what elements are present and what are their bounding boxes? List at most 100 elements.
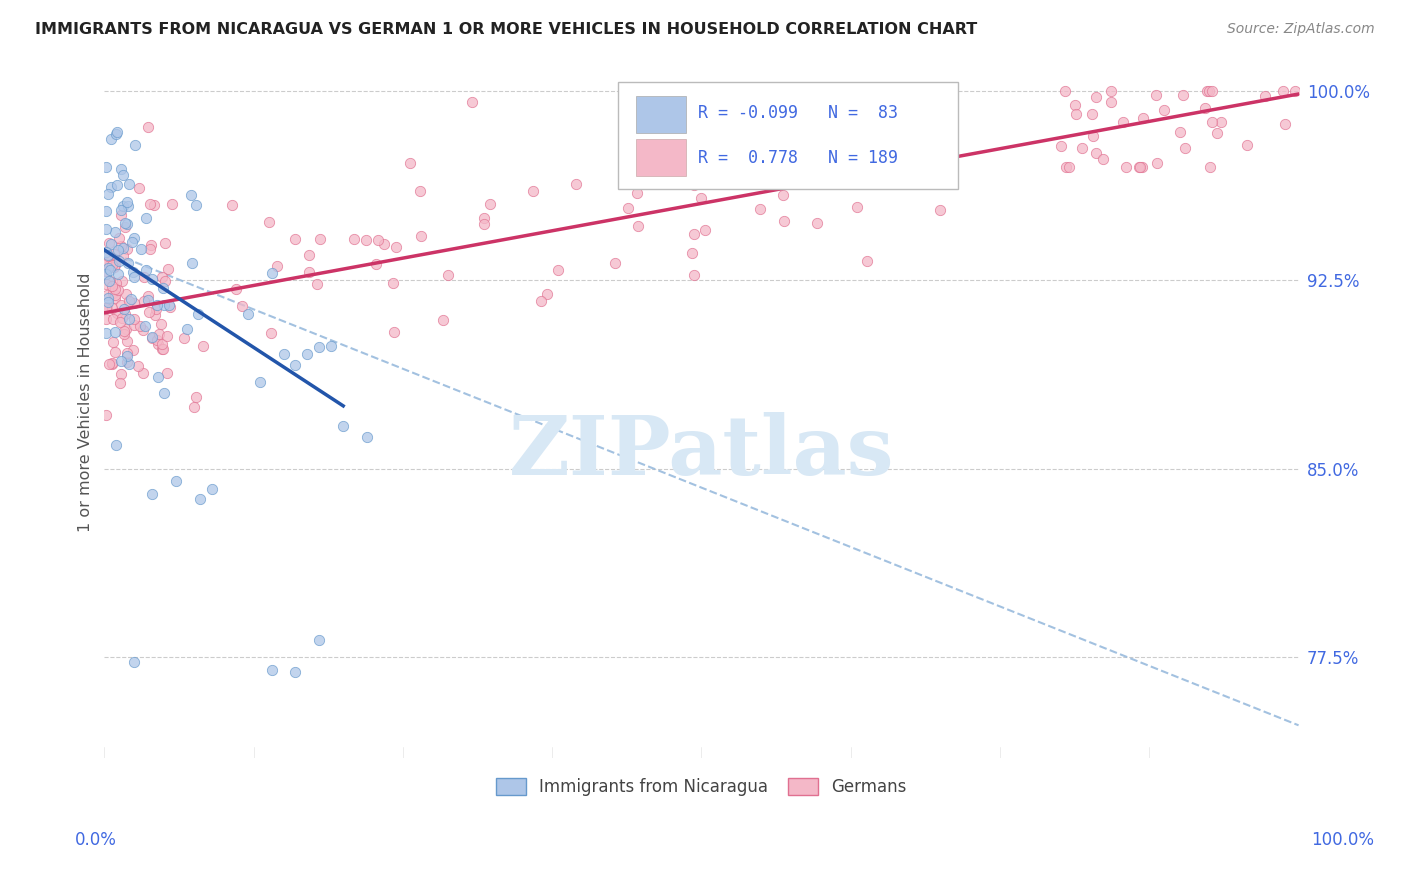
Point [101, 259, 124, 273]
Point [112, 302, 135, 317]
Point [138, 304, 160, 318]
Point [124, 318, 146, 332]
Point [121, 235, 143, 249]
Text: ZIPatlas: ZIPatlas [509, 412, 894, 491]
Point [772, 188, 794, 202]
Point [132, 367, 155, 381]
Point [343, 232, 366, 246]
Point [111, 198, 134, 212]
Point [176, 322, 198, 336]
Point [1254, 89, 1277, 103]
Point [1153, 103, 1175, 118]
Y-axis label: 1 or more Vehicles in Household: 1 or more Vehicles in Household [79, 272, 93, 532]
Point [173, 331, 195, 345]
Point [1274, 117, 1296, 131]
Point [1099, 95, 1122, 110]
Point [141, 330, 163, 344]
Point [120, 292, 142, 306]
Point [100, 131, 122, 145]
Point [101, 357, 124, 371]
Legend: Immigrants from Nicaragua, Germans: Immigrants from Nicaragua, Germans [489, 772, 914, 803]
Point [1194, 101, 1216, 115]
Point [356, 430, 378, 444]
Point [564, 177, 586, 191]
Point [1128, 160, 1150, 174]
Point [152, 281, 174, 295]
Point [107, 267, 129, 281]
Point [1173, 88, 1195, 103]
Point [1201, 85, 1223, 99]
Point [1211, 115, 1233, 129]
Point [152, 342, 174, 356]
Point [117, 199, 139, 213]
Point [104, 438, 127, 452]
Point [122, 312, 145, 326]
Point [749, 202, 772, 216]
Point [155, 366, 177, 380]
Point [110, 203, 132, 218]
Point [148, 327, 170, 342]
Point [118, 311, 141, 326]
Point [1206, 126, 1229, 140]
Point [868, 150, 890, 164]
Point [97, 275, 120, 289]
Point [1132, 111, 1154, 125]
Point [115, 349, 138, 363]
Point [860, 154, 883, 169]
Point [188, 491, 211, 506]
Point [160, 197, 183, 211]
Point [1084, 145, 1107, 160]
Point [1284, 85, 1306, 99]
Point [409, 229, 432, 244]
Point [107, 243, 129, 257]
Point [367, 233, 389, 247]
Point [110, 367, 132, 381]
Point [1064, 107, 1087, 121]
Point [107, 283, 129, 297]
Point [94, 222, 117, 236]
Point [101, 279, 124, 293]
Point [146, 298, 169, 312]
Text: IMMIGRANTS FROM NICARAGUA VS GERMAN 1 OR MORE VEHICLES IN HOUSEHOLD CORRELATION : IMMIGRANTS FROM NICARAGUA VS GERMAN 1 OR… [35, 22, 977, 37]
Text: Source: ZipAtlas.com: Source: ZipAtlas.com [1227, 22, 1375, 37]
Point [156, 329, 179, 343]
Point [94, 408, 117, 422]
Point [97, 186, 120, 201]
Point [97, 291, 120, 305]
Point [94, 301, 117, 315]
Point [1272, 85, 1295, 99]
Point [118, 178, 141, 192]
Point [900, 152, 922, 166]
Point [844, 112, 866, 127]
Point [273, 346, 295, 360]
Point [97, 261, 120, 276]
Point [105, 125, 128, 139]
Point [141, 272, 163, 286]
Point [159, 300, 181, 314]
Point [94, 244, 117, 259]
Point [97, 295, 120, 310]
Point [266, 259, 288, 273]
Point [381, 277, 404, 291]
Point [114, 219, 136, 234]
Point [146, 333, 169, 347]
Point [96, 288, 118, 302]
FancyBboxPatch shape [636, 96, 686, 133]
Point [97, 249, 120, 263]
Point [231, 299, 253, 313]
Point [110, 239, 132, 253]
Point [94, 160, 117, 174]
Point [94, 255, 117, 269]
Point [356, 233, 378, 247]
Point [104, 127, 127, 141]
Point [112, 249, 135, 263]
Point [112, 168, 135, 182]
Point [1099, 85, 1122, 99]
Text: R =  0.778   N = 189: R = 0.778 N = 189 [697, 149, 898, 167]
Point [308, 632, 330, 647]
Point [132, 294, 155, 309]
Point [627, 219, 650, 234]
Point [100, 180, 122, 194]
Point [122, 656, 145, 670]
Point [104, 345, 127, 359]
